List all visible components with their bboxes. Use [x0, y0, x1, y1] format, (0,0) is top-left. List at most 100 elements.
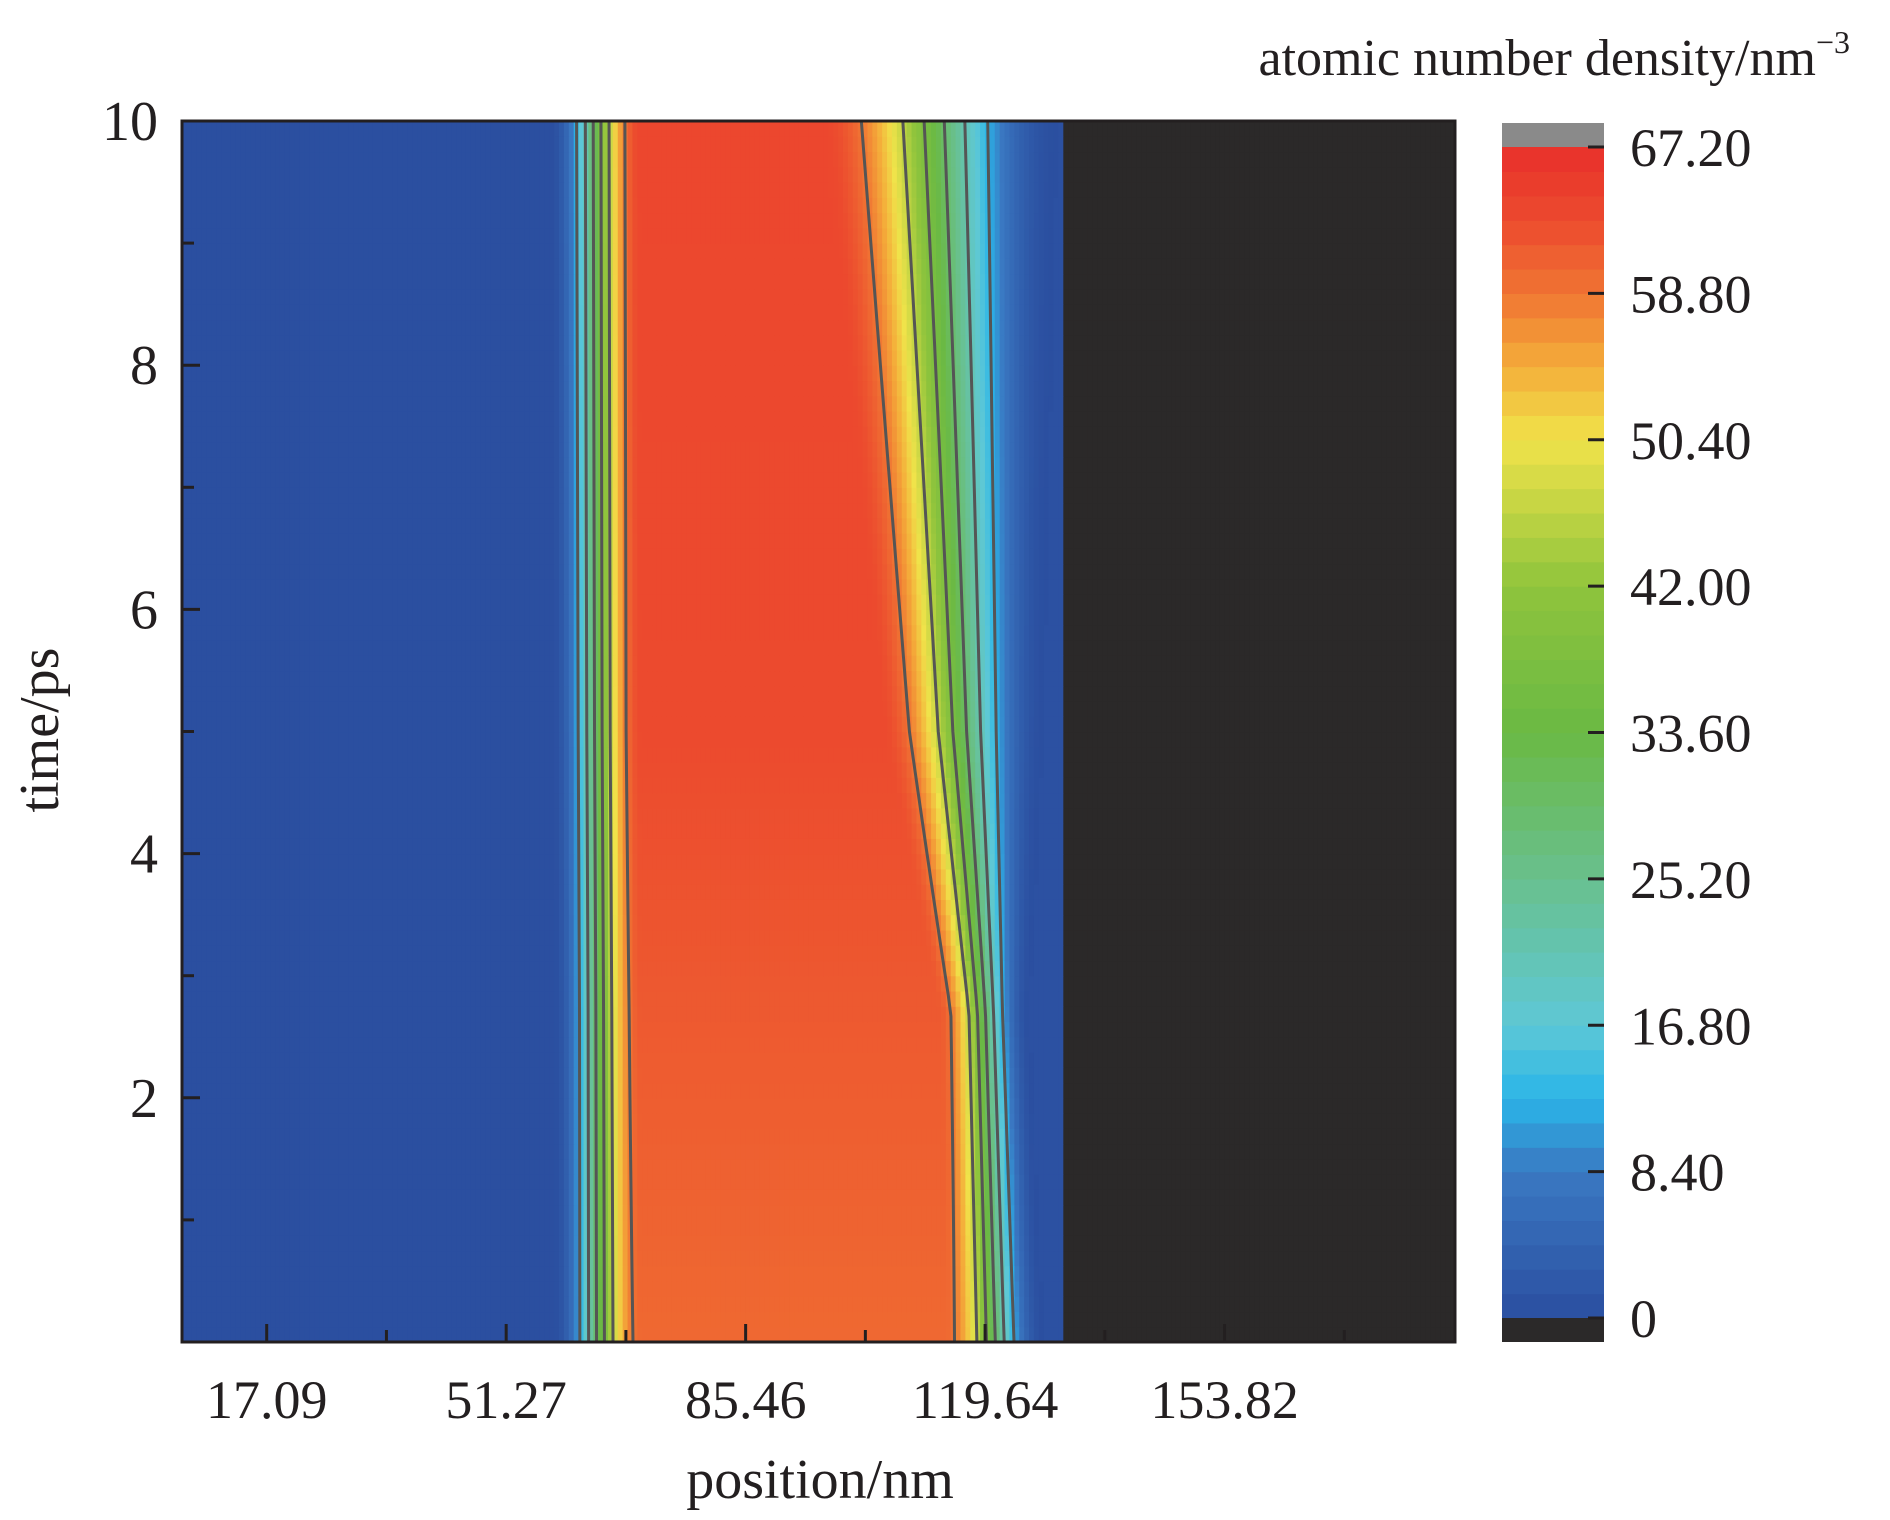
heatmap-cell	[1156, 1143, 1162, 1160]
heatmap-cell	[700, 1158, 707, 1175]
heatmap-cell	[1058, 1296, 1064, 1313]
heatmap-cell	[794, 1280, 800, 1297]
heatmap-cell	[1229, 1097, 1236, 1114]
heatmap-cell	[1254, 1250, 1260, 1267]
heatmap-cell	[407, 1311, 413, 1328]
heatmap-cell	[749, 1204, 756, 1221]
heatmap-cell	[955, 1326, 962, 1343]
heatmap-cell	[661, 1250, 668, 1267]
heatmap-cell	[960, 1189, 966, 1206]
heatmap-cell	[681, 1204, 687, 1221]
heatmap-cell	[759, 1326, 766, 1343]
heatmap-cell	[1097, 1158, 1104, 1175]
heatmap-cell	[1175, 1311, 1182, 1328]
heatmap-cell	[1019, 1219, 1025, 1236]
heatmap-cell	[1190, 1265, 1197, 1282]
heatmap-cell	[549, 1219, 555, 1236]
heatmap-cell	[1376, 1265, 1383, 1282]
heatmap-cell	[524, 1235, 531, 1252]
heatmap-cell	[730, 1280, 736, 1297]
heatmap-cell	[955, 1189, 962, 1206]
heatmap-cell	[490, 1128, 496, 1145]
heatmap-cell	[1117, 1204, 1123, 1221]
heatmap-cell	[363, 1265, 369, 1282]
heatmap-cell	[960, 1128, 966, 1145]
heatmap-cell	[661, 1296, 668, 1313]
heatmap-cell	[759, 1250, 766, 1267]
heatmap-cell	[480, 1204, 487, 1221]
heatmap-cell	[480, 1219, 487, 1236]
heatmap-cell	[607, 1143, 614, 1160]
heatmap-cell	[461, 1067, 467, 1084]
heatmap-cell	[617, 1128, 624, 1145]
heatmap-cell	[353, 1326, 359, 1343]
heatmap-cell	[250, 1189, 257, 1206]
heatmap-cell	[1029, 1113, 1035, 1129]
heatmap-cell	[1068, 1219, 1074, 1236]
heatmap-cell	[1401, 1219, 1407, 1236]
heatmap-cell	[936, 1326, 942, 1343]
heatmap-cell	[725, 1052, 731, 1068]
heatmap-cell	[1082, 1326, 1089, 1343]
heatmap-cell	[1161, 1219, 1167, 1236]
heatmap-cell	[769, 1250, 776, 1267]
heatmap-cell	[1298, 1052, 1304, 1068]
heatmap-cell	[1053, 1311, 1060, 1328]
heatmap-cell	[588, 1113, 594, 1129]
heatmap-cell	[1308, 1143, 1314, 1160]
heatmap-cell	[338, 1280, 345, 1297]
heatmap-cell	[289, 1326, 296, 1343]
heatmap-cell	[1014, 1280, 1020, 1297]
heatmap-cell	[182, 1265, 188, 1282]
heatmap-cell	[779, 1128, 785, 1145]
heatmap-cell	[333, 1296, 340, 1313]
heatmap-cell	[818, 1265, 824, 1282]
heatmap-cell	[294, 1219, 301, 1236]
heatmap-cell	[1322, 1052, 1329, 1068]
heatmap-cell	[632, 1250, 638, 1267]
heatmap-cell	[588, 1082, 594, 1099]
heatmap-cell	[838, 1128, 844, 1145]
heatmap-cell	[211, 1296, 217, 1313]
heatmap-cell	[1376, 1219, 1383, 1236]
heatmap-cell	[656, 1052, 663, 1068]
heatmap-cell	[377, 1174, 384, 1190]
heatmap-cell	[691, 1219, 697, 1236]
heatmap-cell	[568, 1235, 575, 1252]
heatmap-cell	[235, 1296, 242, 1313]
heatmap-cell	[999, 1219, 1006, 1236]
heatmap-cell	[348, 1326, 354, 1343]
heatmap-cell	[279, 1280, 286, 1297]
heatmap-cell	[764, 1265, 771, 1282]
heatmap-cell	[1195, 1326, 1201, 1343]
heatmap-cell	[211, 1265, 217, 1282]
heatmap-cell	[1078, 1082, 1084, 1099]
heatmap-cell	[950, 1082, 957, 1099]
heatmap-cell	[818, 1158, 824, 1175]
heatmap-cell	[955, 1235, 962, 1252]
heatmap-cell	[392, 1097, 399, 1114]
heatmap-cell	[1171, 1219, 1177, 1236]
heatmap-cell	[1337, 1296, 1343, 1313]
heatmap-cell	[676, 1143, 683, 1160]
heatmap-cell	[456, 1174, 462, 1190]
heatmap-cell	[505, 1311, 511, 1328]
heatmap-cell	[314, 1174, 320, 1190]
heatmap-cell	[563, 1113, 570, 1129]
heatmap-cell	[1244, 1113, 1250, 1129]
heatmap-cell	[475, 1296, 482, 1313]
heatmap-cell	[749, 1143, 756, 1160]
heatmap-cell	[519, 1143, 526, 1160]
heatmap-cell	[1151, 1250, 1157, 1267]
heatmap-cell	[500, 1097, 506, 1114]
heatmap-cell	[1043, 1067, 1050, 1084]
heatmap-cell	[1205, 1235, 1211, 1252]
heatmap-cell	[965, 1158, 971, 1175]
heatmap-cell	[358, 1097, 364, 1114]
heatmap-cell	[1440, 1082, 1446, 1099]
heatmap-cell	[955, 1311, 962, 1328]
heatmap-cell	[260, 1311, 266, 1328]
heatmap-cell	[1048, 1219, 1055, 1236]
heatmap-cell	[588, 1052, 594, 1068]
heatmap-cell	[397, 1219, 403, 1236]
